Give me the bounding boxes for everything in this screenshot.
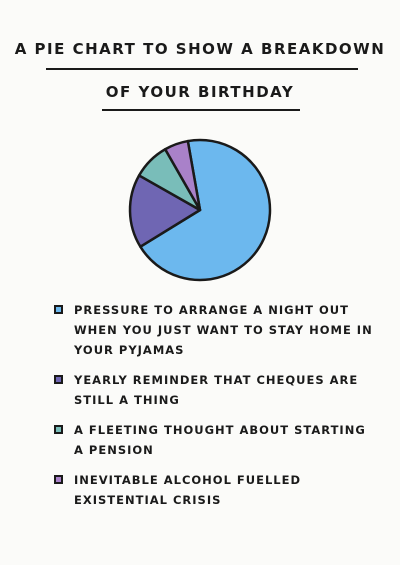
title-underline-2 [102, 109, 300, 111]
title-underline-1 [46, 68, 358, 70]
legend-swatch-1 [54, 305, 63, 314]
pie-slice-1 [139, 138, 272, 282]
legend-label-2: YEARLY REMINDER THAT CHEQUES ARE STILL A… [74, 373, 359, 407]
legend-item-1: PRESSURE TO ARRANGE A NIGHT OUT WHEN YOU… [54, 300, 374, 360]
pie-chart [128, 138, 272, 282]
legend-label-3: A FLEETING THOUGHT ABOUT STARTING A PENS… [74, 423, 366, 457]
pie-slice-2 [128, 174, 202, 248]
legend-item-2: YEARLY REMINDER THAT CHEQUES ARE STILL A… [54, 370, 374, 410]
chart-legend: PRESSURE TO ARRANGE A NIGHT OUT WHEN YOU… [54, 300, 374, 520]
legend-item-3: A FLEETING THOUGHT ABOUT STARTING A PENS… [54, 420, 374, 460]
legend-label-1: PRESSURE TO ARRANGE A NIGHT OUT WHEN YOU… [74, 303, 373, 357]
legend-label-4: INEVITABLE ALCOHOL FUELLED EXISTENTIAL C… [74, 473, 302, 507]
chart-title-line-2: OF YOUR BIRTHDAY [105, 83, 295, 101]
chart-title-line-1: A PIE CHART TO SHOW A BREAKDOWN [14, 40, 386, 58]
legend-swatch-3 [54, 425, 63, 434]
legend-swatch-2 [54, 375, 63, 384]
legend-swatch-4 [54, 475, 63, 484]
legend-item-4: INEVITABLE ALCOHOL FUELLED EXISTENTIAL C… [54, 470, 374, 510]
pie-slice-4 [163, 139, 202, 212]
